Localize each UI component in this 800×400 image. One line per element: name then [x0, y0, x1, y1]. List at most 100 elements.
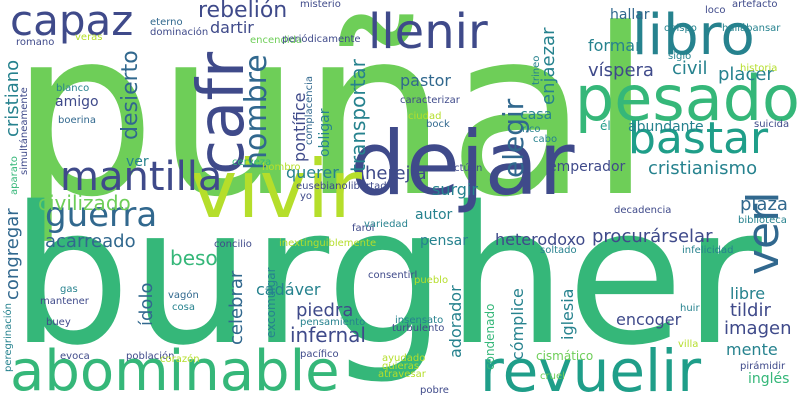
- word: vivir: [190, 143, 363, 236]
- word: pueblo: [414, 275, 449, 286]
- word: víspera: [588, 60, 654, 81]
- word: ciudad: [408, 111, 442, 122]
- word: artefacto: [732, 0, 778, 10]
- word: inglés: [748, 371, 790, 387]
- word: romano: [16, 37, 55, 48]
- word: plaza: [740, 194, 788, 215]
- word: veras: [75, 32, 103, 43]
- word: pastor: [400, 71, 451, 90]
- word: trineo: [531, 55, 542, 85]
- word: periódicamente: [282, 34, 361, 45]
- word: variedad: [364, 219, 408, 230]
- word: hallábansar: [722, 23, 781, 34]
- word: farol: [352, 223, 375, 234]
- word: infernal: [290, 323, 366, 347]
- word: dartir: [210, 18, 254, 37]
- word: amigo: [55, 94, 99, 110]
- word: piedra: [296, 300, 354, 321]
- word: insensato: [395, 315, 444, 326]
- word: eterno: [150, 17, 183, 28]
- word: abundante: [628, 119, 704, 135]
- word: misterio: [300, 0, 341, 10]
- word: evoca: [60, 351, 90, 362]
- word: querer: [286, 163, 339, 182]
- word: revuelir: [480, 337, 702, 400]
- word: mente: [726, 340, 778, 359]
- word: celebrar: [226, 270, 247, 345]
- word: turbulento: [392, 323, 445, 334]
- word: libro: [632, 3, 755, 68]
- word: excomulgar: [264, 267, 278, 338]
- word: decadencia: [614, 205, 672, 216]
- word: casa: [520, 107, 553, 123]
- word: blanco: [56, 83, 90, 94]
- word: mantilla: [60, 154, 223, 200]
- word: mantener: [40, 296, 89, 307]
- word: obispo: [664, 23, 697, 34]
- word: heterodoxo: [495, 230, 586, 249]
- word: pensar: [420, 233, 469, 249]
- word: población: [126, 351, 175, 362]
- word: rebelión: [198, 0, 288, 23]
- word: iglesia: [558, 288, 577, 340]
- word: quieras: [382, 361, 420, 372]
- word: llenir: [368, 4, 488, 60]
- word: siglo: [668, 51, 692, 62]
- word: cismático: [536, 349, 594, 363]
- word: autor: [415, 207, 453, 223]
- word: encoger: [616, 310, 682, 329]
- word: rico: [522, 124, 541, 135]
- word: soltado: [540, 245, 577, 256]
- word: formar: [588, 36, 642, 55]
- word: libertad: [348, 181, 387, 192]
- word: capaz: [10, 0, 134, 45]
- word: civilizado: [38, 191, 131, 215]
- word: cruel: [540, 371, 565, 382]
- word: condenado: [483, 303, 497, 370]
- word: bastar: [628, 113, 769, 164]
- word: huir: [680, 303, 700, 314]
- word: boerina: [58, 115, 96, 126]
- word: hombro: [262, 162, 301, 173]
- word: herejía: [365, 163, 427, 184]
- word: aparato: [9, 156, 20, 195]
- word: cabo: [533, 134, 558, 145]
- word: actúen: [448, 163, 483, 174]
- word: suicida: [754, 119, 790, 130]
- word: hallar: [610, 7, 650, 23]
- word: ver: [126, 154, 149, 170]
- word: acarreado: [45, 231, 136, 252]
- word: pensamiento: [300, 317, 366, 328]
- word: dominación: [150, 27, 209, 38]
- word: consentirl: [368, 270, 418, 281]
- word: concilio: [214, 239, 252, 250]
- word: pirámidir: [740, 361, 786, 372]
- word: imagen: [724, 318, 792, 339]
- word: peregrinación: [3, 303, 14, 372]
- word: congregar: [2, 208, 23, 300]
- word: complacencia: [304, 75, 315, 145]
- word: eusebiano: [296, 181, 348, 192]
- word: loco: [705, 5, 726, 16]
- word: ídolo: [136, 282, 157, 326]
- word: enjaezar: [538, 27, 559, 105]
- word: gas: [60, 284, 78, 295]
- word: burgher: [10, 166, 762, 387]
- word: cerveza: [232, 157, 272, 168]
- word: buey: [46, 317, 71, 328]
- word: biblioteca: [738, 215, 787, 226]
- word: adorador: [446, 285, 465, 358]
- word: pobre: [420, 385, 449, 396]
- word: yo: [300, 191, 313, 202]
- word: libre: [730, 284, 766, 303]
- word: puñal: [10, 0, 653, 248]
- word: dejar: [350, 112, 575, 215]
- word: transportar: [346, 59, 370, 172]
- word: desierto: [118, 50, 143, 140]
- word: surgir: [432, 180, 478, 199]
- word: atravesar: [378, 369, 426, 380]
- word: procurárselar: [592, 226, 713, 247]
- word: vagón: [168, 290, 199, 301]
- word: villa: [678, 339, 699, 350]
